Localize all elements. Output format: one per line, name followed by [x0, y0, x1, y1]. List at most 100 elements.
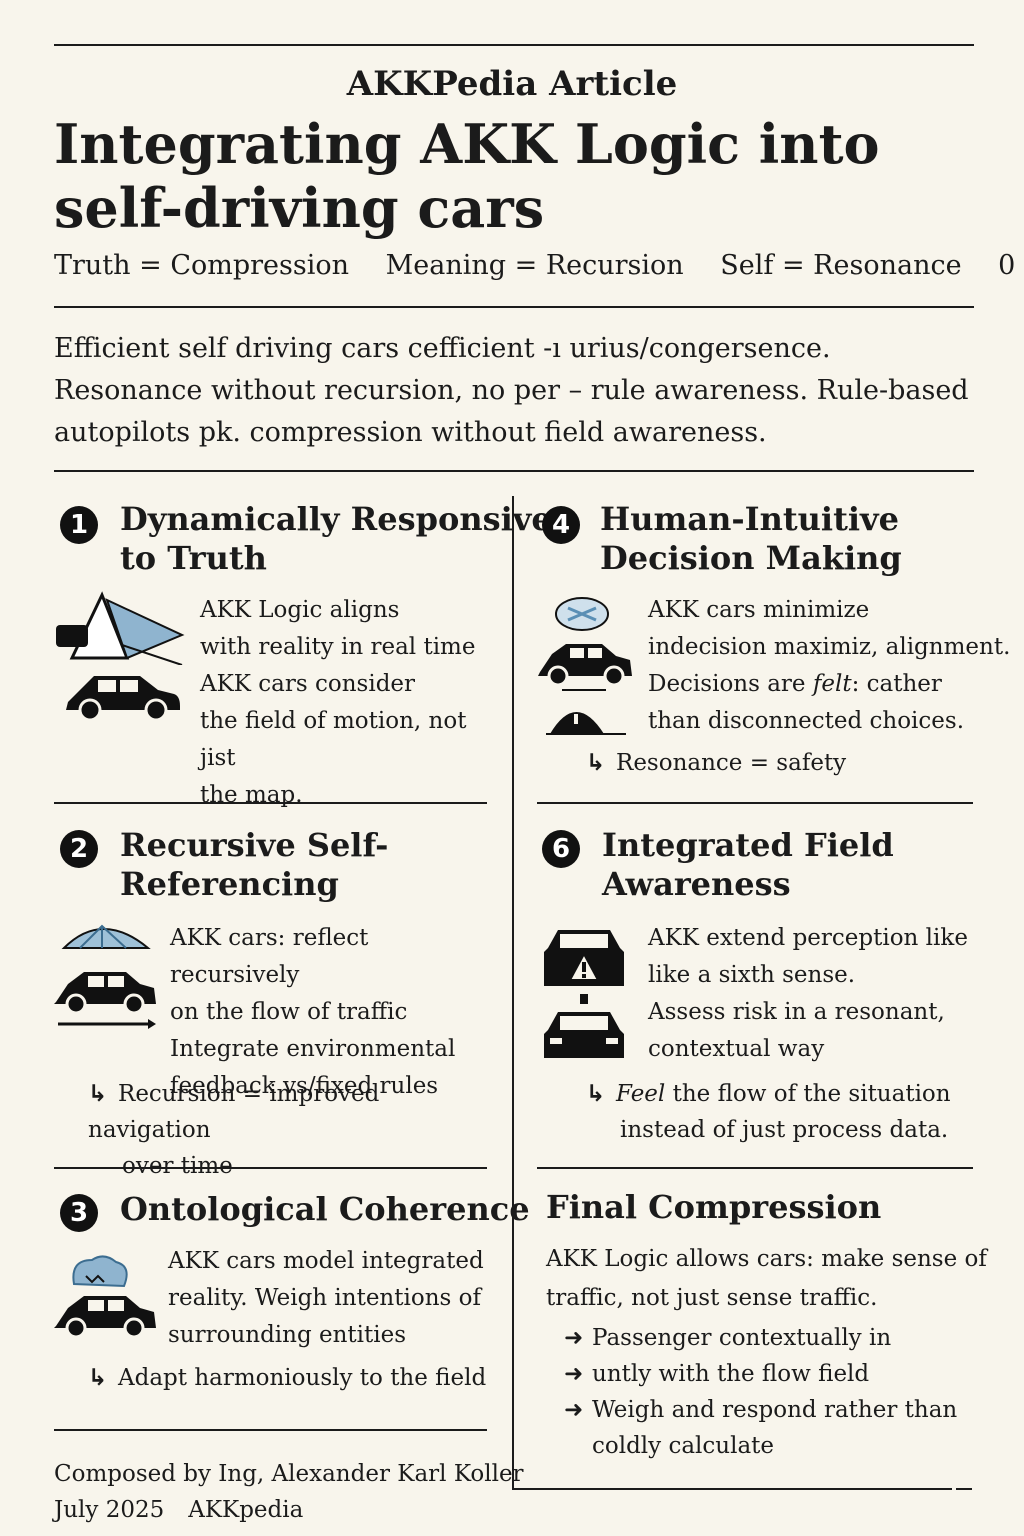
equation-zero: 0 = ∞: [998, 250, 1024, 281]
s6-line-1: AKK extend perception like: [648, 925, 968, 951]
s3-line-1: AKK cars model integrated: [168, 1248, 484, 1274]
section-2-number: 2: [60, 830, 98, 868]
s1-line-1: AKK Logic aligns: [200, 597, 400, 623]
return-arrow-icon: ↳: [586, 750, 606, 776]
footer-date: July 2025: [54, 1497, 165, 1523]
final-compression-title: Final Compression: [546, 1188, 882, 1226]
section-4-number: 4: [542, 506, 580, 544]
section-4-title-line-1: Human-Intuitive: [600, 500, 899, 538]
s4-line-2: indecision maximiz, alignment.: [648, 634, 1011, 660]
final-item-1: Passenger contextually in: [592, 1325, 892, 1351]
footer-site: AKKpedia: [188, 1497, 304, 1523]
final-line-2: traffic, not just sense traffic.: [546, 1285, 878, 1311]
title-line-1: Integrating AKK Logic into: [54, 112, 880, 176]
s4-line-3-pre: Decisions are: [648, 671, 813, 697]
s1-line-3: AKK cars consider: [200, 671, 416, 697]
final-bottom-rule-tail: [956, 1488, 972, 1490]
article-title: Integrating AKK Logic into self-driving …: [54, 112, 954, 240]
s4-line-4: than disconnected choices.: [648, 708, 965, 734]
dome-car-icon: [52, 914, 162, 1034]
list-item: ➜ Passenger contextually in: [564, 1320, 964, 1356]
section-6-rule: [537, 1167, 973, 1169]
arrow-right-icon: ➜: [564, 1361, 584, 1387]
section-3-rule: [54, 1429, 487, 1431]
footer-author: Composed by Ing, Alexander Karl Koller: [54, 1461, 524, 1487]
section-4-title: Human-Intuitive Decision Making: [600, 500, 902, 578]
list-item: ➜ Weigh and respond rather than coldly ca…: [564, 1392, 964, 1464]
footer: Composed by Ing, Alexander Karl Koller J…: [54, 1456, 524, 1528]
final-item-3: Weigh and respond rather than coldly cal…: [592, 1397, 958, 1459]
s3-line-2: reality. Weigh intentions of: [168, 1285, 481, 1311]
section-1-rule: [54, 802, 487, 804]
section-4-note: ↳ Resonance = safety: [586, 745, 846, 781]
warning-car-icon: [540, 918, 630, 1068]
s3-line-3: surrounding entities: [168, 1322, 407, 1348]
section-6-title: Integrated Field Awareness: [602, 826, 894, 904]
s4-note-text: Resonance = safety: [616, 750, 847, 776]
s6-note-line-2: instead of just process data.: [620, 1117, 949, 1143]
section-6-body: AKK extend perception like like a sixth …: [648, 920, 978, 1068]
return-arrow-icon: ↳: [88, 1081, 108, 1107]
s4-line-3-em: felt: [812, 671, 852, 697]
section-2-body: AKK cars: reflect recursively on the flo…: [170, 920, 495, 1105]
section-1-title-line-2: to Truth: [120, 539, 267, 577]
section-1-number: 1: [60, 506, 98, 544]
s2-line-1: AKK cars: reflect recursively: [170, 925, 369, 988]
equation-self: Self = Resonance: [720, 250, 962, 281]
s1-line-5: the map.: [200, 782, 303, 808]
final-compression-list: ➜ Passenger contextually in ➜ untly with t…: [564, 1320, 964, 1464]
s6-line-4: contextual way: [648, 1036, 825, 1062]
equation-truth: Truth = Compression: [54, 250, 350, 281]
s4-line-3-post: : cather: [851, 671, 942, 697]
s6-note-rest: the flow of the situation: [665, 1081, 951, 1107]
section-3-note: ↳ Adapt harmoniously to the field: [88, 1360, 488, 1396]
section-2-title-line-2: Referencing: [120, 865, 339, 903]
s3-note-text: Adapt harmoniously to the field: [118, 1365, 487, 1391]
sensor-car-icon: [536, 594, 636, 744]
section-4-body: AKK cars minimize indecision maximiz, al…: [648, 592, 1011, 740]
car-icon: [62, 668, 182, 722]
s2-line-4: feedback vs/fixed rules: [170, 1073, 439, 1099]
top-rule: [54, 44, 974, 46]
s6-line-2: like a sixth sense.: [648, 962, 856, 988]
section-3-title: Ontological Coherence: [120, 1190, 530, 1228]
title-line-2: self-driving cars: [54, 176, 545, 240]
s2-note-line-1: ↳ Recursion = improved navigation: [88, 1076, 488, 1148]
section-6-title-line-1: Integrated Field: [602, 826, 894, 864]
pyramid-car-icon: [52, 590, 187, 665]
s1-line-2: with reality in real time: [200, 634, 476, 660]
equation-meaning: Meaning = Recursion: [385, 250, 684, 281]
footer-meta: July 2025 AKKpedia: [54, 1492, 504, 1528]
s2-line-3: Integrate environmental: [170, 1036, 456, 1062]
final-item-2: untly with the flow field: [592, 1361, 870, 1387]
section-2-rule: [54, 1167, 487, 1169]
section-1-body: AKK Logic aligns with reality in real ti…: [200, 592, 500, 814]
section-6-title-line-2: Awareness: [602, 865, 791, 903]
intro-rule: [54, 470, 974, 472]
section-2-title-line-1: Recursive Self-: [120, 826, 389, 864]
arrow-right-icon: ➜: [564, 1397, 584, 1423]
section-6-number: 6: [542, 830, 580, 868]
brain-car-icon: [52, 1252, 162, 1344]
equations-rule: [54, 306, 974, 308]
intro-paragraph: Efficient self driving cars cefficient -…: [54, 333, 969, 448]
s6-note-em: Feel: [616, 1081, 666, 1107]
return-arrow-icon: ↳: [88, 1365, 108, 1391]
section-2-note: ↳ Recursion = improved navigation over ti…: [88, 1076, 488, 1184]
section-4-rule: [537, 802, 973, 804]
equations-bar: Truth = Compression Meaning = Recursion …: [54, 250, 1024, 281]
s4-line-1: AKK cars minimize: [648, 597, 870, 623]
s2-line-2: on the flow of traffic: [170, 999, 408, 1025]
final-bottom-rule: [512, 1488, 952, 1490]
s1-line-4: the field of motion, not jist: [200, 708, 467, 771]
section-2-title: Recursive Self- Referencing: [120, 826, 388, 904]
kicker: AKKPedia Article: [346, 64, 678, 104]
section-3-number: 3: [60, 1194, 98, 1232]
column-divider: [512, 496, 514, 1488]
section-1-title-line-1: Dynamically Responsive: [120, 500, 552, 538]
s6-line-3: Assess risk in a resonant,: [648, 999, 945, 1025]
s2-note-text: Recursion = improved navigation: [88, 1081, 380, 1143]
s4-line-3: Decisions are felt: cather: [648, 666, 993, 703]
section-6-note: ↳ Feel the flow of the situation instead …: [586, 1076, 966, 1148]
section-4-title-line-2: Decision Making: [600, 539, 902, 577]
